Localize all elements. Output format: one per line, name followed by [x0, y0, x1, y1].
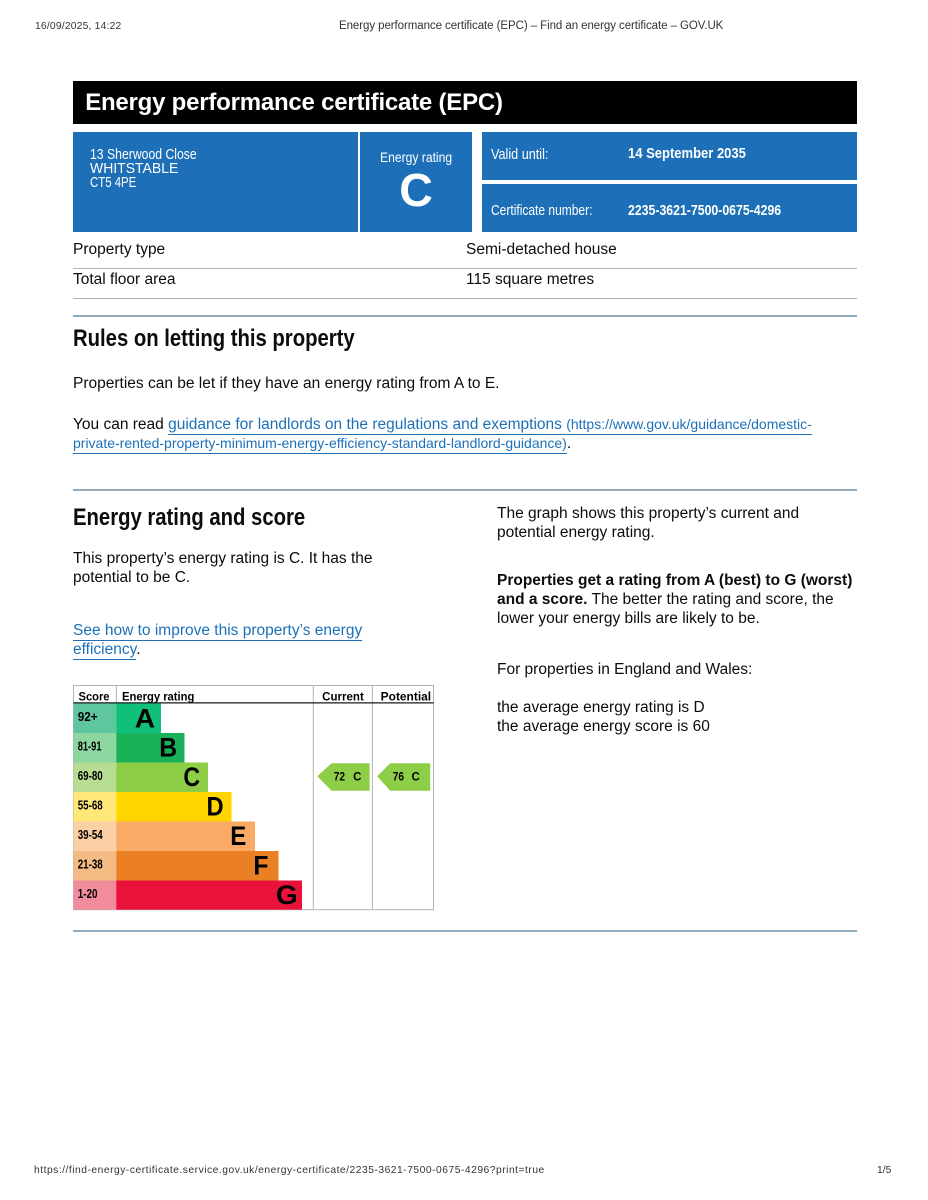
- svg-text:21-38: 21-38: [78, 856, 103, 871]
- svg-text:E: E: [230, 821, 246, 851]
- svg-text:69-80: 69-80: [78, 768, 103, 783]
- svg-text:C: C: [353, 772, 361, 784]
- svg-text:72: 72: [334, 770, 346, 784]
- svg-text:D: D: [207, 791, 224, 821]
- svg-text:39-54: 39-54: [78, 827, 104, 842]
- svg-text:92+: 92+: [78, 709, 98, 724]
- svg-text:C: C: [183, 762, 200, 792]
- svg-text:G: G: [276, 880, 298, 910]
- svg-text:1-20: 1-20: [78, 886, 98, 901]
- svg-text:B: B: [159, 732, 177, 762]
- svg-text:Current: Current: [322, 691, 364, 703]
- svg-text:A: A: [135, 703, 155, 733]
- svg-text:55-68: 55-68: [78, 797, 103, 812]
- svg-text:Score: Score: [79, 691, 110, 703]
- svg-text:Energy rating: Energy rating: [122, 691, 194, 703]
- svg-text:Potential: Potential: [381, 691, 431, 703]
- svg-text:F: F: [253, 850, 268, 880]
- svg-text:81-91: 81-91: [78, 738, 102, 753]
- svg-text:C: C: [412, 772, 420, 784]
- svg-text:76: 76: [393, 770, 405, 784]
